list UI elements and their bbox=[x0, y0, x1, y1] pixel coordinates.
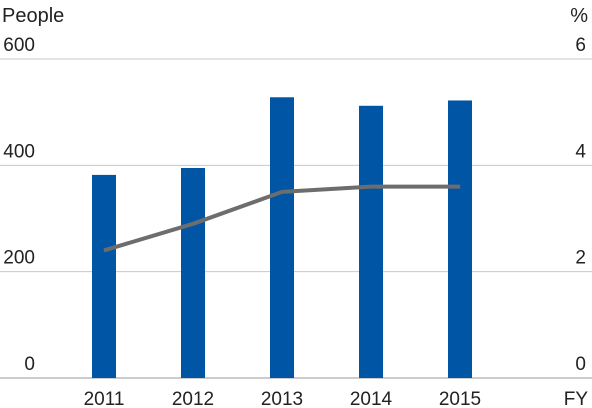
line-point bbox=[459, 186, 461, 188]
left-axis-title: People bbox=[2, 5, 64, 27]
bar bbox=[448, 100, 472, 378]
right-tick-label: 6 bbox=[575, 35, 586, 56]
left-tick-label: 600 bbox=[3, 35, 35, 56]
bar bbox=[92, 174, 116, 378]
right-axis-title: % bbox=[570, 5, 588, 27]
bar bbox=[181, 167, 205, 378]
gridlines bbox=[0, 58, 592, 379]
right-tick-label: 4 bbox=[575, 141, 586, 162]
left-tick-label: 200 bbox=[3, 248, 35, 269]
category-label: 2013 bbox=[261, 389, 303, 408]
bar-series bbox=[92, 97, 472, 378]
x-axis-label: FY bbox=[564, 389, 589, 408]
bar bbox=[270, 97, 294, 378]
right-tick-label: 0 bbox=[575, 354, 586, 375]
category-label: 2011 bbox=[84, 389, 125, 408]
left-tick-label: 0 bbox=[24, 354, 35, 375]
line-point bbox=[103, 249, 105, 251]
line-point bbox=[281, 191, 283, 193]
line-point bbox=[192, 223, 194, 225]
right-tick-label: 2 bbox=[575, 248, 586, 269]
bar bbox=[359, 105, 383, 378]
left-tick-label: 400 bbox=[3, 141, 35, 162]
category-label: 2015 bbox=[439, 389, 481, 408]
category-label: 2012 bbox=[172, 389, 214, 408]
category-label: 2014 bbox=[350, 389, 393, 408]
axis-labels: 0 0 200 2 400 4 600 6 2011 2012 2013 2014 2015 bbox=[3, 35, 586, 408]
line-series bbox=[103, 184, 461, 253]
line-point bbox=[370, 186, 372, 188]
